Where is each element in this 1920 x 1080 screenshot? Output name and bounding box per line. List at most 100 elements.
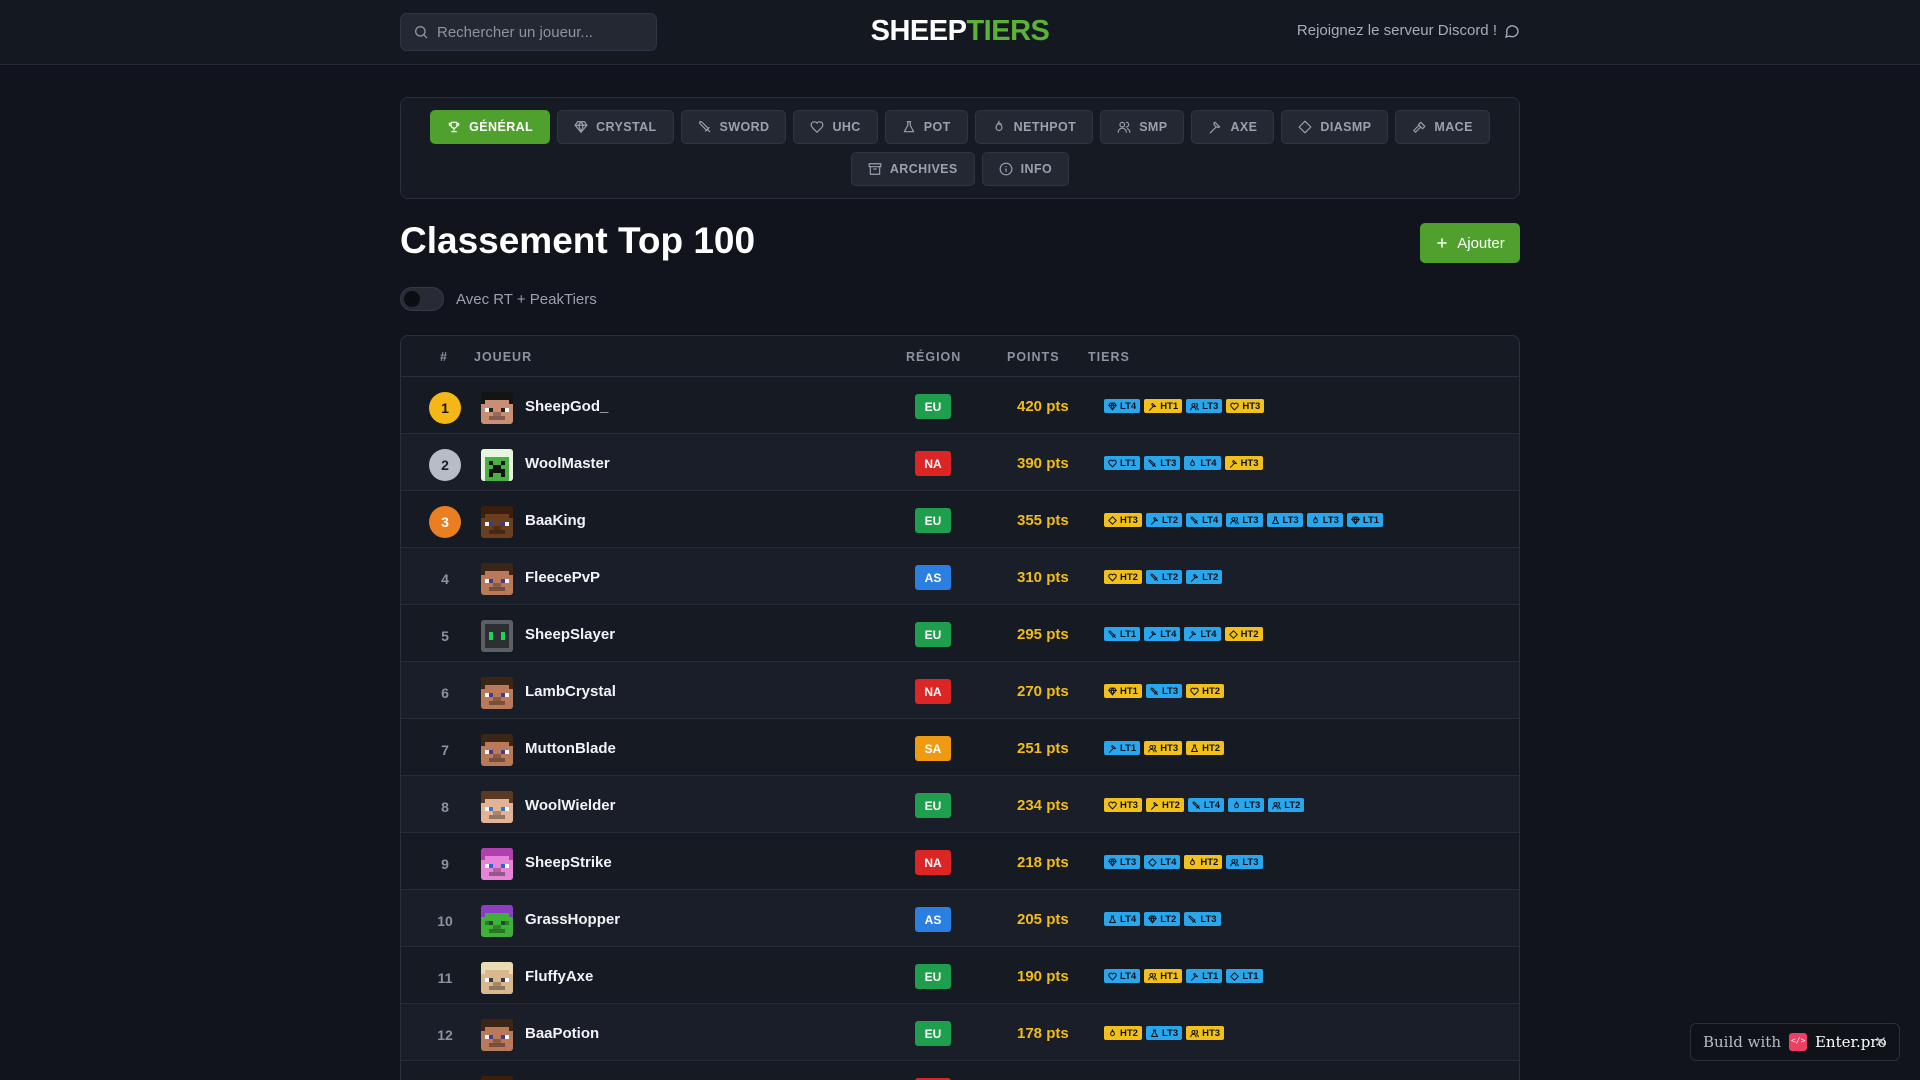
tab-crystal[interactable]: CRYSTAL [557, 110, 674, 144]
search-input[interactable] [437, 23, 647, 41]
points-value: 420 pts [1017, 398, 1069, 415]
table-row[interactable]: 4 FleecePvP AS 310 pts HT2 LT2 LT2 [401, 548, 1519, 605]
table-row[interactable]: 5 SheepSlayer EU 295 pts LT1 LT4 LT4 HT2 [401, 605, 1519, 662]
player-name[interactable]: LambCrystal [525, 683, 616, 700]
close-icon[interactable]: ✕ [1874, 1033, 1887, 1051]
tier-badge: HT2 [1184, 855, 1223, 869]
flame-icon [995, 120, 1003, 132]
diamond-icon [1230, 971, 1240, 981]
tier-label: HT2 [1120, 1027, 1138, 1039]
discord-link[interactable]: Rejoignez le serveur Discord ! [1297, 22, 1520, 39]
tab-smp[interactable]: SMP [1100, 110, 1185, 144]
tab-info[interactable]: INFO [981, 152, 1070, 186]
region-badge: EU [915, 1021, 951, 1046]
build-with-badge[interactable]: Build with Enter.pro ✕ [1690, 1023, 1900, 1061]
tier-label: LT3 [1322, 514, 1339, 526]
tier-badge: LT3 [1228, 798, 1265, 812]
table-row[interactable]: 10 GrassHopper AS 205 pts LT4 LT2 LT3 [401, 890, 1519, 947]
player-name[interactable]: WoolMaster [525, 455, 610, 472]
table-row[interactable]: 12 BaaPotion EU 178 pts HT2 LT3 HT3 [401, 1004, 1519, 1061]
avatar [481, 563, 513, 595]
users-icon [1190, 402, 1199, 410]
heart-icon [1108, 459, 1117, 467]
player-name[interactable]: GrassHopper [525, 911, 621, 928]
avatar [481, 677, 513, 709]
tab-mace[interactable]: MACE [1395, 110, 1490, 144]
rank-badge: 1 [429, 392, 461, 424]
site-logo[interactable]: SHEEPTIERS [0, 15, 1920, 48]
tier-badge: LT3 [1145, 1026, 1183, 1040]
table-row[interactable]: 9 SheepStrike NA 218 pts LT3 LT4 HT2 LT3 [401, 833, 1519, 890]
add-button[interactable]: Ajouter [1420, 223, 1520, 263]
gem-icon [1108, 687, 1117, 695]
tab-nethpot[interactable]: NETHPOT [974, 110, 1094, 144]
tier-badge: LT2 [1144, 912, 1181, 926]
tier-badge: LT3 [1184, 912, 1221, 926]
player-name[interactable]: FluffyAxe [525, 968, 594, 985]
tab-diasmp[interactable]: DIASMP [1281, 110, 1389, 144]
tier-list: HT3 HT2 LT4 LT3 LT2 [1104, 798, 1305, 812]
tier-badge: LT3 [1104, 855, 1141, 869]
table-row[interactable]: 3 BaaKing EU 355 pts HT3 LT2 LT4 LT3 LT3 LT3 LT1 [401, 491, 1519, 548]
tier-badge: LT4 [1104, 399, 1141, 413]
trophy-icon [448, 121, 460, 133]
tab-label: NETHPOT [1013, 120, 1077, 134]
player-name[interactable]: WoolWielder [525, 797, 616, 814]
player-name[interactable]: SheepStrike [525, 854, 612, 871]
users-icon [1148, 972, 1157, 980]
plus-icon [1437, 238, 1447, 248]
tier-list: LT4 LT2 LT3 [1104, 912, 1221, 926]
points-value: 355 pts [1017, 512, 1069, 529]
tab-label: ARCHIVES [889, 162, 958, 176]
points-value: 178 pts [1017, 1025, 1069, 1042]
player-name[interactable]: BaaKing [525, 512, 586, 529]
tier-badge: LT4 [1104, 912, 1141, 926]
tier-badge: HT2 [1224, 627, 1263, 641]
player-name[interactable]: BaaPotion [525, 1025, 600, 1042]
tier-label: LT3 [1200, 913, 1217, 925]
player-search[interactable] [400, 13, 657, 51]
table-row[interactable]: 2 WoolMaster NA 390 pts LT1 LT3 LT4 HT3 [401, 434, 1519, 491]
search-icon [415, 26, 428, 39]
flame-icon [1190, 458, 1196, 466]
table-row[interactable]: 11 FluffyAxe EU 190 pts LT4 HT1 LT1 LT1 [401, 947, 1519, 1004]
tab-archives[interactable]: ARCHIVES [850, 152, 975, 186]
tab-sword[interactable]: SWORD [680, 110, 787, 144]
tier-label: LT3 [1244, 799, 1261, 811]
rank-badge: 12 [437, 1027, 453, 1043]
tab-pot[interactable]: POT [884, 110, 968, 144]
player-name[interactable]: FleecePvP [525, 569, 601, 586]
tier-list: LT1 HT3 HT2 [1104, 741, 1225, 755]
tier-badge: LT1 [1226, 969, 1263, 983]
table-row[interactable]: NA [401, 1061, 1519, 1080]
tier-badge: LT3 [1266, 513, 1303, 527]
heart-icon [1230, 402, 1240, 410]
player-name[interactable]: MuttonBlade [525, 740, 616, 757]
build-text: Build with [1703, 1033, 1781, 1051]
diamond-icon [1148, 857, 1157, 867]
tier-badge: LT4 [1144, 627, 1181, 641]
rt-peaktiers-toggle[interactable] [400, 287, 444, 311]
tab-uhc[interactable]: UHC [793, 110, 878, 144]
build-brand: Enter.pro [1814, 1033, 1887, 1051]
tier-badge: HT3 [1104, 798, 1142, 812]
region-badge: EU [915, 508, 951, 533]
gem-icon [1108, 858, 1117, 866]
table-row[interactable]: 1 SheepGod_ EU 420 pts LT4 HT1 LT3 HT3 [401, 377, 1519, 434]
rt-peaktiers-toggle-group: Avec RT + PeakTiers [400, 287, 597, 311]
diamond-icon [1228, 629, 1238, 639]
axe-icon [1191, 573, 1199, 582]
table-row[interactable]: 8 WoolWielder EU 234 pts HT3 HT2 LT4 LT3 LT2 [401, 776, 1519, 833]
tier-badge: LT1 [1104, 627, 1141, 641]
tier-label: HT1 [1160, 970, 1179, 982]
tab-axe[interactable]: AXE [1191, 110, 1275, 144]
gem-icon [574, 121, 588, 133]
table-row[interactable]: 6 LambCrystal NA 270 pts HT1 LT3 HT2 [401, 662, 1519, 719]
region-badge: AS [915, 907, 951, 932]
tab-general[interactable]: GÉNÉRAL [430, 110, 551, 144]
tier-badge: HT2 [1104, 570, 1142, 584]
sword-icon [1150, 573, 1158, 581]
table-row[interactable]: 7 MuttonBlade SA 251 pts LT1 HT3 HT2 [401, 719, 1519, 776]
player-name[interactable]: SheepGod_ [525, 398, 609, 415]
player-name[interactable]: SheepSlayer [525, 626, 616, 643]
